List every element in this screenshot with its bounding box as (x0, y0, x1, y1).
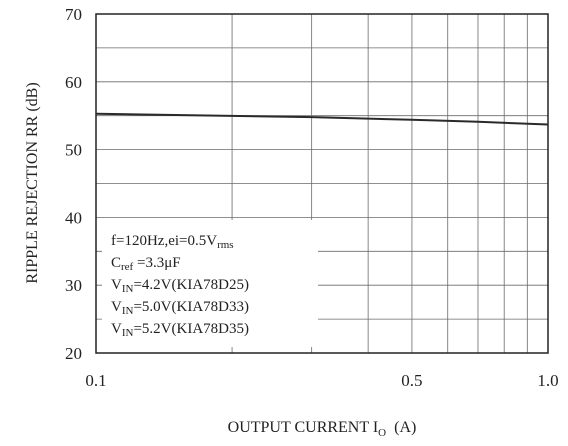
legend-line-vin-d33: VIN=5.0V(KIA78D33) (111, 299, 249, 317)
legend-line3-sub: IN (122, 283, 134, 295)
legend-line-cref: Cref =3.3μF (111, 255, 181, 273)
x-tick-label: 0.1 (85, 371, 106, 390)
legend-line-vin-d25: VIN=4.2V(KIA78D25) (111, 277, 249, 295)
legend-line4-rest: =5.0V(KIA78D33) (133, 299, 249, 315)
x-tick-labels: 0.1 0.5 1.0 (85, 371, 558, 390)
y-tick-label: 70 (65, 5, 82, 24)
x-axis-label-main: OUTPUT CURRENT I (228, 419, 379, 436)
x-axis-label: OUTPUT CURRENT IO (A) (228, 419, 417, 439)
y-tick-labels: 20 30 40 50 60 70 (65, 5, 82, 363)
y-tick-label: 20 (65, 344, 82, 363)
legend-line3-main: V (111, 277, 122, 293)
plot-frame (95, 13, 549, 354)
legend-line5-sub: IN (122, 327, 134, 339)
series-lines (95, 112, 549, 126)
series-line-0 (95, 112, 549, 126)
legend-line2-sub: ref (121, 261, 134, 273)
y-tick-label: 40 (65, 208, 82, 227)
legend-line1-sub: rms (217, 239, 234, 251)
legend-background (102, 220, 318, 347)
legend-line5-rest: =5.2V(KIA78D35) (133, 321, 249, 337)
x-axis-label-unit: (A) (394, 419, 416, 436)
y-tick-label: 50 (65, 141, 82, 160)
legend-line1-text: f=120Hz,ei=0.5V (111, 233, 217, 249)
y-tick-label: 30 (65, 276, 82, 295)
legend-line4-sub: IN (122, 305, 134, 317)
x-axis-label-sub: O (378, 427, 386, 439)
legend-line2-main: C (111, 255, 121, 271)
x-tick-label: 1.0 (537, 371, 558, 390)
x-tick-label: 0.5 (401, 371, 422, 390)
legend-line4-main: V (111, 299, 122, 315)
legend-line5-main: V (111, 321, 122, 337)
legend-line3-rest: =4.2V(KIA78D25) (133, 277, 249, 293)
legend-line-frequency: f=120Hz,ei=0.5Vrms (111, 233, 234, 251)
y-tick-label: 60 (65, 73, 82, 92)
y-axis-label: RIPPLE REJECTION RR (dB) (24, 82, 41, 283)
legend-line-vin-d35: VIN=5.2V(KIA78D35) (111, 321, 249, 339)
legend-line2-rest: =3.3μF (133, 255, 180, 271)
legend-box: f=120Hz,ei=0.5Vrms Cref =3.3μF VIN=4.2V(… (102, 220, 318, 347)
